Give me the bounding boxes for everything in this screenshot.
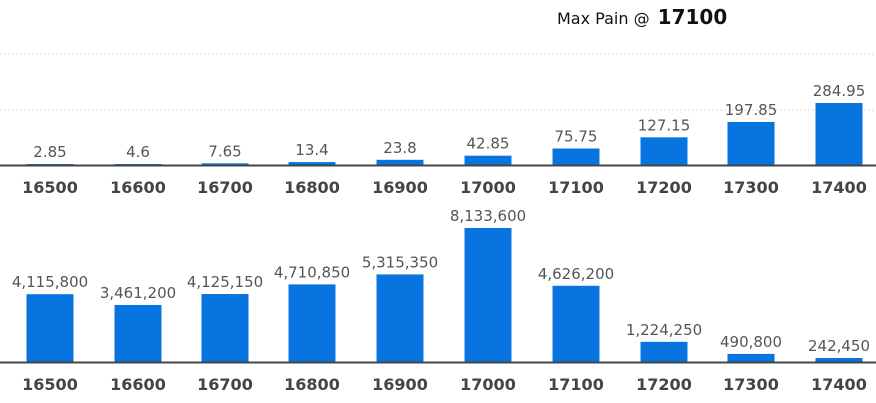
open-interest-tick-label: 16600 [110,375,166,394]
open-interest-bar [640,341,688,362]
premium-value-label: 197.85 [725,101,778,119]
open-interest-tick-label: 16900 [372,375,428,394]
open-interest-value-label: 490,800 [720,333,782,351]
open-interest-value-label: 1,224,250 [626,321,702,339]
premium-value-label: 13.4 [295,141,328,159]
open-interest-bar [815,358,863,362]
max-pain-value: 17100 [657,5,728,29]
open-interest-value-label: 8,133,600 [450,207,526,225]
premium-value-label: 23.8 [383,139,416,157]
premium-value-label: 75.75 [555,128,598,146]
max-pain-label: Max Pain @ [557,9,650,28]
open-interest-tick-label: 17100 [548,375,604,394]
premium-bar [376,159,424,165]
premium-bar [640,137,688,165]
open-interest-bar [464,228,512,362]
open-interest-value-label: 3,461,200 [100,284,176,302]
premium-bar [815,103,863,165]
premium-tick-label: 16900 [372,178,428,197]
open-interest-value-label: 5,315,350 [362,253,438,271]
premium-bar [114,163,162,165]
open-interest-value-label: 4,125,150 [187,273,263,291]
open-interest-bar [552,285,600,362]
premium-value-label: 2.85 [33,143,66,161]
open-interest-tick-label: 16800 [284,375,340,394]
open-interest-bar [26,294,74,362]
premium-value-label: 7.65 [208,142,241,160]
max-pain-title: Max Pain @ 17100 [557,3,727,31]
premium-bar [201,163,249,165]
open-interest-value-label: 4,710,850 [274,263,350,281]
open-interest-value-label: 242,450 [808,337,870,355]
premium-tick-label: 16600 [110,178,166,197]
premium-value-label: 284.95 [813,82,866,100]
open-interest-tick-label: 17200 [636,375,692,394]
open-interest-tick-label: 17400 [811,375,867,394]
premium-value-label: 127.15 [638,116,691,134]
open-interest-bar [288,284,336,362]
open-interest-bar [376,274,424,362]
premium-tick-label: 17400 [811,178,867,197]
premium-bar [288,162,336,165]
premium-tick-label: 17300 [723,178,779,197]
premium-tick-label: 16500 [22,178,78,197]
premium-tick-label: 17200 [636,178,692,197]
open-interest-tick-label: 16700 [197,375,253,394]
premium-value-label: 42.85 [467,135,510,153]
open-interest-value-label: 4,626,200 [538,265,614,283]
premium-tick-label: 16800 [284,178,340,197]
open-interest-tick-label: 17000 [460,375,516,394]
open-interest-value-label: 4,115,800 [12,273,88,291]
premium-value-label: 4.6 [126,143,150,161]
premium-tick-label: 16700 [197,178,253,197]
open-interest-bar [727,353,775,362]
premium-bar [464,155,512,165]
open-interest-tick-label: 17300 [723,375,779,394]
open-interest-bar [114,304,162,362]
premium-tick-label: 17100 [548,178,604,197]
premium-bar [552,148,600,165]
open-interest-tick-label: 16500 [22,375,78,394]
premium-tick-label: 17000 [460,178,516,197]
open-interest-bar [201,294,249,362]
premium-bar [727,121,775,165]
